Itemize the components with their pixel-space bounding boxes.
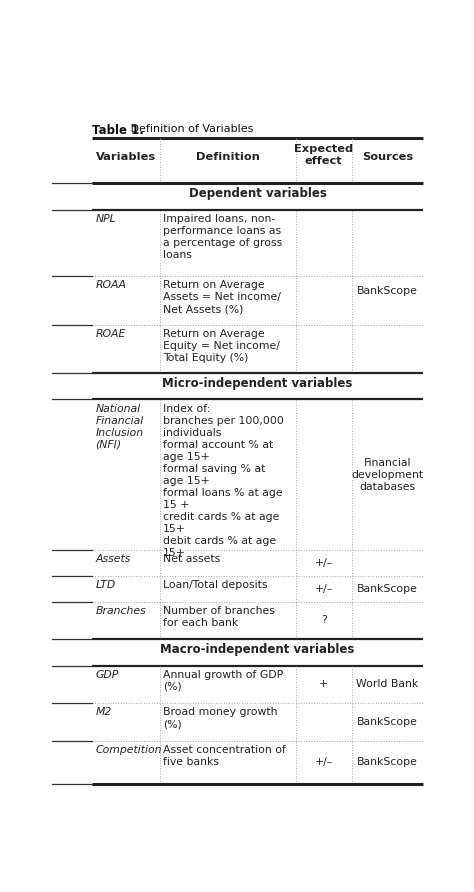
Text: World Bank: World Bank: [356, 680, 419, 690]
Text: GDP: GDP: [95, 670, 118, 680]
Text: BankScope: BankScope: [357, 583, 418, 594]
Text: Expected
effect: Expected effect: [294, 145, 353, 166]
Text: BankScope: BankScope: [357, 717, 418, 727]
Text: +/–: +/–: [315, 583, 333, 594]
Text: Micro-independent variables: Micro-independent variables: [163, 377, 353, 390]
Text: ROAE: ROAE: [95, 328, 126, 339]
Text: Variables: Variables: [96, 153, 156, 162]
Text: Branches: Branches: [95, 606, 146, 615]
Text: Macro-independent variables: Macro-independent variables: [160, 643, 355, 657]
Text: Annual growth of GDP
(%): Annual growth of GDP (%): [163, 670, 283, 692]
Text: Table 1.: Table 1.: [92, 124, 144, 137]
Text: BankScope: BankScope: [357, 757, 418, 767]
Text: Asset concentration of
five banks: Asset concentration of five banks: [163, 745, 286, 767]
Text: Net assets: Net assets: [163, 554, 220, 565]
Text: ?: ?: [321, 615, 327, 625]
Text: +: +: [319, 680, 328, 690]
Text: Financial
development
databases: Financial development databases: [351, 458, 423, 491]
Text: Impaired loans, non-
performance loans as
a percentage of gross
loans: Impaired loans, non- performance loans a…: [163, 214, 283, 260]
Text: Dependent variables: Dependent variables: [189, 187, 327, 200]
Text: LTD: LTD: [95, 580, 116, 590]
Text: Index of:
branches per 100,000
individuals
formal account % at
age 15+
formal sa: Index of: branches per 100,000 individua…: [163, 403, 284, 558]
Text: Definition of Variables: Definition of Variables: [127, 124, 254, 134]
Text: BankScope: BankScope: [357, 286, 418, 296]
Text: Sources: Sources: [362, 153, 413, 162]
Text: ROAA: ROAA: [95, 280, 126, 290]
Text: National
Financial
Inclusion
(NFI): National Financial Inclusion (NFI): [95, 403, 144, 450]
Text: Loan/Total deposits: Loan/Total deposits: [163, 580, 267, 590]
Text: Broad money growth
(%): Broad money growth (%): [163, 707, 277, 730]
Text: Return on Average
Equity = Net income/
Total Equity (%): Return on Average Equity = Net income/ T…: [163, 328, 280, 363]
Text: M2: M2: [95, 707, 111, 717]
Text: NPL: NPL: [95, 214, 116, 224]
Text: +/–: +/–: [315, 558, 333, 568]
Text: Number of branches
for each bank: Number of branches for each bank: [163, 606, 275, 628]
Text: Definition: Definition: [196, 153, 260, 162]
Text: Assets: Assets: [95, 554, 131, 565]
Text: Competition: Competition: [95, 745, 162, 755]
Text: +/–: +/–: [315, 757, 333, 767]
Text: Return on Average
Assets = Net income/
Net Assets (%): Return on Average Assets = Net income/ N…: [163, 280, 281, 314]
